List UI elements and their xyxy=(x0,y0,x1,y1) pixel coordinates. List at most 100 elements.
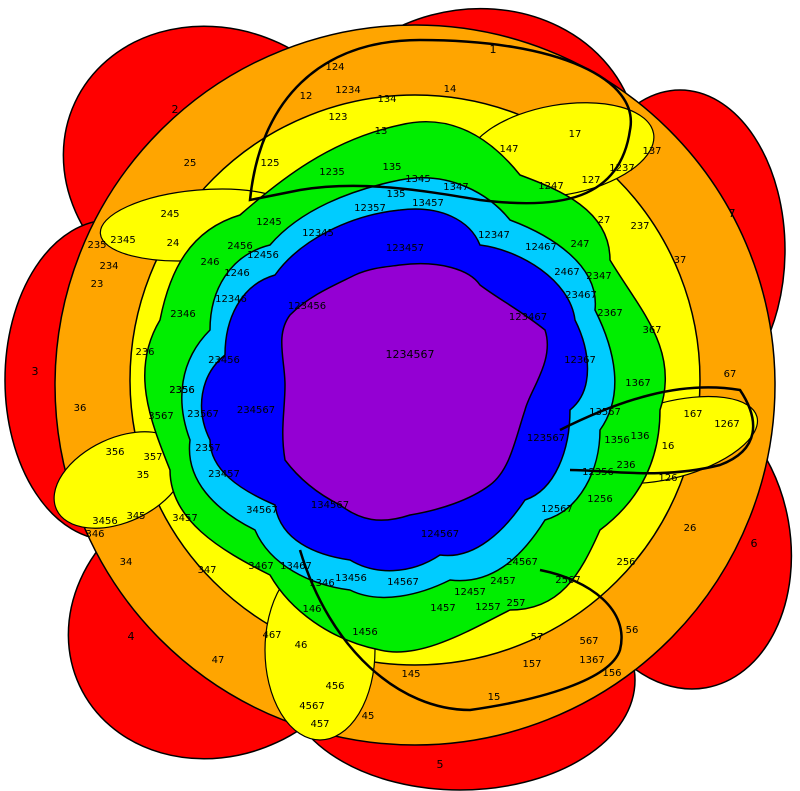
region-label-23457: 23457 xyxy=(208,469,240,480)
region-label-13467: 13467 xyxy=(280,561,312,572)
region-label-1267: 1267 xyxy=(714,419,739,430)
region-label-236: 236 xyxy=(616,460,635,471)
region-label-24567: 24567 xyxy=(506,557,538,568)
region-label-12347: 12347 xyxy=(478,230,510,241)
region-label-1367: 1367 xyxy=(579,655,604,666)
region-label-4: 4 xyxy=(128,630,135,643)
region-label-12357: 12357 xyxy=(354,203,386,214)
region-label-12567: 12567 xyxy=(541,504,573,515)
region-label-123467: 123467 xyxy=(509,312,547,323)
region-label-1: 1 xyxy=(490,43,497,56)
region-label-1235: 1235 xyxy=(319,167,344,178)
region-label-13457: 13457 xyxy=(412,198,444,209)
region-label-567: 567 xyxy=(579,636,598,647)
region-label-457: 457 xyxy=(310,719,329,730)
region-label-1247: 1247 xyxy=(538,181,563,192)
region-label-134: 134 xyxy=(377,94,396,105)
region-label-1345: 1345 xyxy=(405,174,430,185)
region-label-257: 257 xyxy=(506,598,525,609)
region-label-3: 3 xyxy=(32,365,39,378)
region-label-26: 26 xyxy=(684,523,697,534)
region-label-34567: 34567 xyxy=(246,505,278,516)
region-label-235: 235 xyxy=(87,240,106,251)
region-label-23456: 23456 xyxy=(208,355,240,366)
region-label-12467: 12467 xyxy=(525,242,557,253)
region-label-234567: 234567 xyxy=(237,405,275,416)
region-label-123457: 123457 xyxy=(386,243,424,254)
region-label-1257: 1257 xyxy=(475,602,500,613)
region-label-12367: 12367 xyxy=(564,355,596,366)
region-label-13456: 13456 xyxy=(335,573,367,584)
region-label-2467: 2467 xyxy=(554,267,579,278)
region-label-57: 57 xyxy=(531,632,544,643)
region-label-367: 367 xyxy=(642,325,661,336)
region-label-23: 23 xyxy=(91,279,104,290)
region-label-1245: 1245 xyxy=(256,217,281,228)
region-label-2: 2 xyxy=(172,103,179,116)
region-label-1237: 1237 xyxy=(609,163,634,174)
region-label-36: 36 xyxy=(74,403,87,414)
region-label-123: 123 xyxy=(328,112,347,123)
region-label-456: 456 xyxy=(325,681,344,692)
region-label-7: 7 xyxy=(729,207,736,220)
region-label-2356: 2356 xyxy=(169,385,194,396)
region-label-125: 125 xyxy=(260,158,279,169)
region-label-157: 157 xyxy=(522,659,541,670)
region-label-34: 34 xyxy=(120,557,133,568)
region-label-1234567: 1234567 xyxy=(386,348,435,361)
region-label-357: 357 xyxy=(143,452,162,463)
region-label-135: 135 xyxy=(382,162,401,173)
region-label-347: 347 xyxy=(197,565,216,576)
region-label-136: 136 xyxy=(630,431,649,442)
region-label-237: 237 xyxy=(630,221,649,232)
region-label-1456: 1456 xyxy=(352,627,377,638)
region-label-2567: 2567 xyxy=(555,575,580,586)
region-label-3457: 3457 xyxy=(172,513,197,524)
region-label-1347: 1347 xyxy=(443,182,468,193)
region-label-2367: 2367 xyxy=(597,308,622,319)
region-label-4567: 4567 xyxy=(299,701,324,712)
region-label-134567: 134567 xyxy=(311,500,349,511)
region-label-12345: 12345 xyxy=(302,228,334,239)
region-label-35: 35 xyxy=(137,470,150,481)
region-label-234: 234 xyxy=(99,261,118,272)
region-label-2456: 2456 xyxy=(227,241,252,252)
region-label-3567: 3567 xyxy=(148,411,173,422)
outline-set-6 xyxy=(298,549,623,712)
region-label-23467: 23467 xyxy=(565,290,597,301)
region-label-346: 346 xyxy=(85,529,104,540)
region-label-467: 467 xyxy=(262,630,281,641)
region-label-2347: 2347 xyxy=(586,271,611,282)
region-label-67: 67 xyxy=(724,369,737,380)
region-label-15: 15 xyxy=(488,692,501,703)
region-label-123456: 123456 xyxy=(288,301,326,312)
region-label-45: 45 xyxy=(362,711,375,722)
center-region xyxy=(280,262,548,521)
region-label-236: 236 xyxy=(135,347,154,358)
region-label-46: 46 xyxy=(295,640,308,651)
region-label-1457: 1457 xyxy=(430,603,455,614)
region-label-356: 356 xyxy=(105,447,124,458)
region-label-1356: 1356 xyxy=(604,435,629,446)
region-label-14567: 14567 xyxy=(387,577,419,588)
region-label-13: 13 xyxy=(375,126,388,137)
region-label-126: 126 xyxy=(658,473,677,484)
region-label-5: 5 xyxy=(437,758,444,771)
region-label-137: 137 xyxy=(642,146,661,157)
region-label-12456: 12456 xyxy=(247,250,279,261)
region-label-2346: 2346 xyxy=(170,309,195,320)
region-label-12346: 12346 xyxy=(215,294,247,305)
region-label-12: 12 xyxy=(300,91,313,102)
region-label-345: 345 xyxy=(126,511,145,522)
region-label-124: 124 xyxy=(325,62,344,73)
region-label-2345: 2345 xyxy=(110,235,135,246)
region-label-2457: 2457 xyxy=(490,576,515,587)
outline-set-3 xyxy=(559,386,755,475)
region-label-24: 24 xyxy=(167,238,180,249)
region-label-14: 14 xyxy=(444,84,457,95)
region-label-17: 17 xyxy=(569,129,582,140)
region-label-146: 146 xyxy=(302,604,321,615)
region-label-3456: 3456 xyxy=(92,516,117,527)
region-label-16: 16 xyxy=(662,441,675,452)
